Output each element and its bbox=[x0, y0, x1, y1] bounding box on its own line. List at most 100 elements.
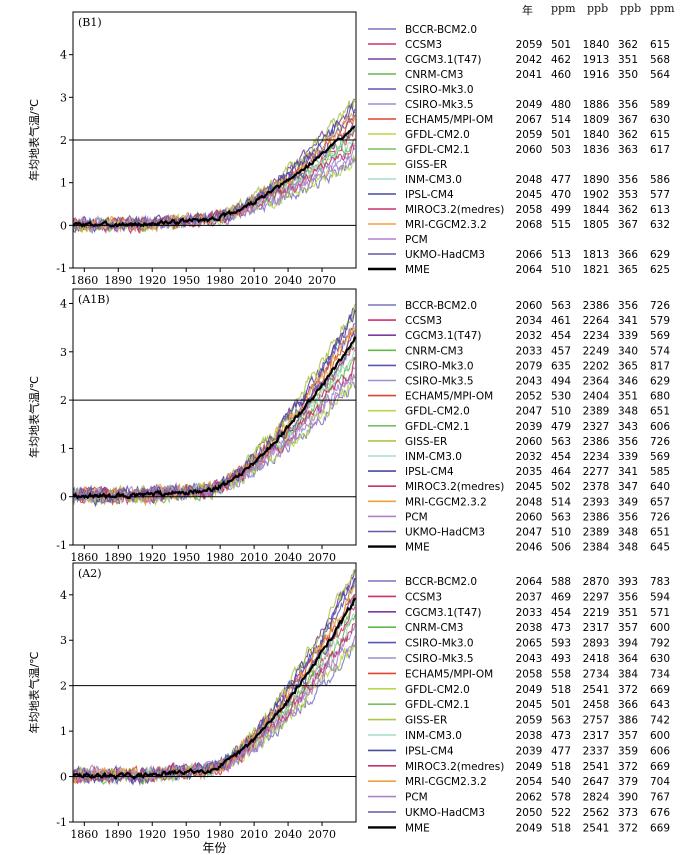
table-cell: 356 bbox=[618, 511, 638, 523]
x-tick-label: 1980 bbox=[206, 828, 234, 841]
x-tick-label: 1890 bbox=[104, 274, 132, 287]
legend-label: UKMO-HadCM3 bbox=[405, 807, 485, 819]
table-cell: 454 bbox=[551, 607, 571, 619]
table-cell: 606 bbox=[650, 745, 670, 757]
legend-label: GFDL-CM2.1 bbox=[405, 699, 470, 711]
panel-1: -1 0 1 2 3 4 1860 1890 1920 1950 1980 2010 2040 2070 (… bbox=[27, 288, 670, 564]
table-cell: 522 bbox=[551, 807, 571, 819]
table-cell: 600 bbox=[650, 622, 670, 634]
table-cell: 2045 bbox=[516, 189, 543, 201]
table-cell: 594 bbox=[650, 591, 670, 603]
legend-label: GFDL-CM2.0 bbox=[405, 406, 470, 418]
legend-label: MRI-CGCM2.3.2 bbox=[405, 219, 487, 231]
series-line-UKMO-HadCM3 bbox=[73, 123, 356, 233]
legend-label: BCCR-BCM2.0 bbox=[405, 24, 477, 36]
table-cell: 510 bbox=[551, 264, 571, 276]
legend-label: GFDL-CM2.1 bbox=[405, 421, 470, 433]
table-cell: 589 bbox=[650, 99, 670, 111]
table-cell: 2068 bbox=[516, 219, 543, 231]
table-cell: 366 bbox=[618, 699, 638, 711]
table-cell: 356 bbox=[618, 591, 638, 603]
table-cell: 625 bbox=[650, 264, 670, 276]
table-cell: 600 bbox=[650, 730, 670, 742]
table-cell: 469 bbox=[551, 591, 571, 603]
legend-label: GFDL-CM2.0 bbox=[405, 684, 470, 696]
series-line-MME bbox=[73, 597, 356, 780]
legend-label: CSIRO-Mk3.5 bbox=[405, 376, 474, 388]
legend-label: BCCR-BCM2.0 bbox=[405, 576, 477, 588]
series-group bbox=[73, 97, 356, 235]
legend-label: CSIRO-Mk3.0 bbox=[405, 360, 474, 372]
table-cell: 365 bbox=[618, 264, 638, 276]
table-cell: 343 bbox=[618, 421, 638, 433]
table-cell: 362 bbox=[618, 129, 638, 141]
table-cell: 2045 bbox=[516, 699, 543, 711]
table-cell: 340 bbox=[618, 345, 638, 357]
table-cell: 651 bbox=[650, 406, 670, 418]
table-cell: 2059 bbox=[516, 129, 543, 141]
legend-label: CNRM-CM3 bbox=[405, 345, 463, 357]
series-line-INM-CM3.0 bbox=[73, 613, 356, 786]
table-cell: 2041 bbox=[516, 69, 543, 81]
table-cell: 2079 bbox=[516, 360, 543, 372]
series-line-PCM bbox=[73, 635, 356, 787]
table-cell: 2060 bbox=[516, 511, 543, 523]
table-cell: 362 bbox=[618, 39, 638, 51]
table-cell: 2046 bbox=[516, 542, 543, 554]
table-cell: 462 bbox=[551, 54, 571, 66]
table-cell: 460 bbox=[551, 69, 571, 81]
table-cell: 645 bbox=[650, 542, 670, 554]
table-cell: 593 bbox=[551, 638, 571, 650]
table-cell: 2734 bbox=[583, 668, 610, 680]
legend-label: BCCR-BCM2.0 bbox=[405, 300, 477, 312]
legend-label: CCSM3 bbox=[405, 591, 442, 603]
table-cell: 2562 bbox=[583, 807, 610, 819]
table-cell: 518 bbox=[551, 684, 571, 696]
table-cell: 390 bbox=[618, 792, 638, 804]
x-tick-label: 1920 bbox=[138, 828, 166, 841]
table-cell: 540 bbox=[551, 776, 571, 788]
table-cell: 2035 bbox=[516, 466, 543, 478]
table-cell: 2049 bbox=[516, 684, 543, 696]
table-cell: 767 bbox=[650, 792, 670, 804]
x-tick-label: 1980 bbox=[206, 551, 234, 564]
series-line-GISS-ER bbox=[73, 304, 356, 506]
legend-label: MRI-CGCM2.3.2 bbox=[405, 496, 487, 508]
x-tick-label: 1860 bbox=[70, 274, 98, 287]
table-cell: 792 bbox=[650, 638, 670, 650]
y-tick-label: 4 bbox=[60, 49, 67, 62]
table-cell: 726 bbox=[650, 300, 670, 312]
table-cell: 2317 bbox=[583, 730, 610, 742]
legend-label: PCM bbox=[405, 511, 428, 523]
header-n2o: ppb bbox=[620, 2, 642, 15]
table-cell: 629 bbox=[650, 376, 670, 388]
table-cell: 2364 bbox=[583, 376, 610, 388]
legend-label: CSIRO-Mk3.0 bbox=[405, 84, 474, 96]
table-cell: 341 bbox=[618, 466, 638, 478]
table-cell: 563 bbox=[551, 511, 571, 523]
table-cell: 2048 bbox=[516, 174, 543, 186]
panel-label: (A2) bbox=[78, 567, 102, 580]
x-tick-label: 1950 bbox=[172, 274, 200, 287]
table-cell: 339 bbox=[618, 330, 638, 342]
table-cell: 734 bbox=[650, 668, 670, 680]
table-cell: 351 bbox=[618, 54, 638, 66]
table-cell: 1913 bbox=[583, 54, 610, 66]
table-cell: 704 bbox=[650, 776, 670, 788]
table-cell: 2297 bbox=[583, 591, 610, 603]
series-line-MIROC3.2(medres) bbox=[73, 356, 356, 506]
table-cell: 510 bbox=[551, 406, 571, 418]
table-cell: 2062 bbox=[516, 792, 543, 804]
table-cell: 2043 bbox=[516, 653, 543, 665]
x-tick-label: 2040 bbox=[274, 274, 302, 287]
y-tick-label: 1 bbox=[60, 725, 67, 738]
table-cell: 359 bbox=[618, 745, 638, 757]
y-tick-label: 0 bbox=[60, 219, 67, 232]
table-cell: 2384 bbox=[583, 542, 610, 554]
table-cell: 563 bbox=[551, 715, 571, 727]
table-cell: 480 bbox=[551, 99, 571, 111]
table-cell: 2038 bbox=[516, 622, 543, 634]
table-cell: 2060 bbox=[516, 436, 543, 448]
table-cell: 2264 bbox=[583, 315, 610, 327]
